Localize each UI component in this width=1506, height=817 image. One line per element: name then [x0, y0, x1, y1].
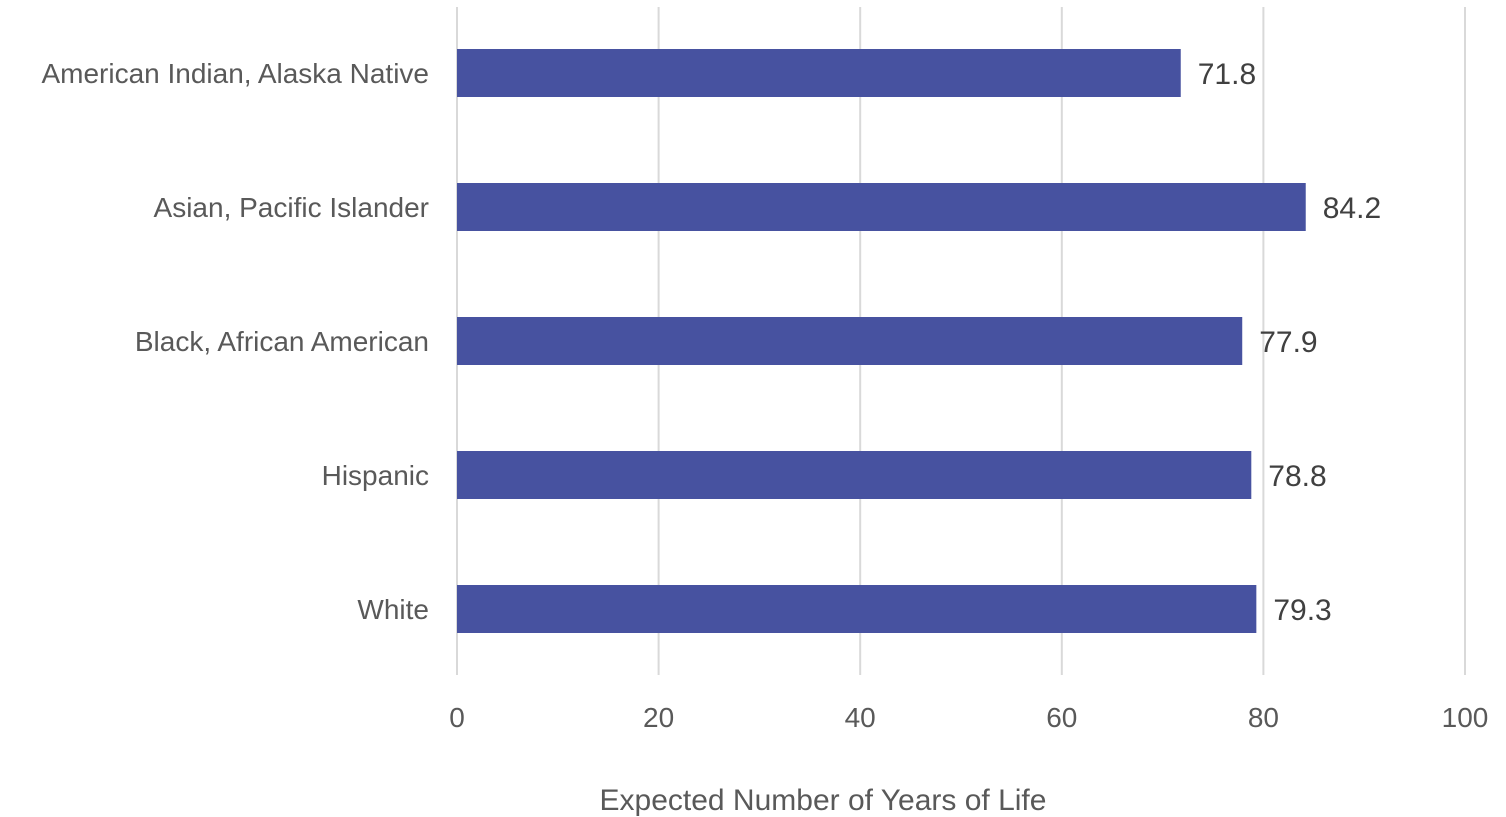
x-axis-title: Expected Number of Years of Life — [600, 784, 1047, 817]
bar — [457, 451, 1252, 499]
bar — [457, 49, 1181, 97]
data-label: 78.8 — [1268, 460, 1326, 493]
bars — [457, 49, 1306, 633]
x-tick-label: 20 — [643, 702, 674, 733]
category-label: Asian, Pacific Islander — [154, 192, 429, 223]
x-tick-label: 60 — [1046, 702, 1077, 733]
bar — [457, 317, 1243, 365]
data-label: 71.8 — [1198, 58, 1256, 91]
data-label: 77.9 — [1259, 326, 1317, 359]
data-labels: 71.8 84.2 77.9 78.8 79.3 — [1198, 58, 1381, 627]
bar — [457, 183, 1306, 231]
category-label: White — [357, 594, 429, 625]
bar — [457, 585, 1257, 633]
x-tick-labels: 0 20 40 60 80 100 — [449, 702, 1488, 733]
category-label: Hispanic — [322, 460, 429, 491]
data-label: 84.2 — [1323, 192, 1381, 225]
category-label: Black, African American — [135, 326, 429, 357]
data-label: 79.3 — [1273, 594, 1331, 627]
x-tick-label: 0 — [449, 702, 465, 733]
category-label: American Indian, Alaska Native — [41, 58, 429, 89]
x-tick-label: 80 — [1248, 702, 1279, 733]
x-tick-label: 40 — [845, 702, 876, 733]
category-labels: American Indian, Alaska Native Asian, Pac… — [41, 58, 429, 625]
x-tick-label: 100 — [1442, 702, 1489, 733]
